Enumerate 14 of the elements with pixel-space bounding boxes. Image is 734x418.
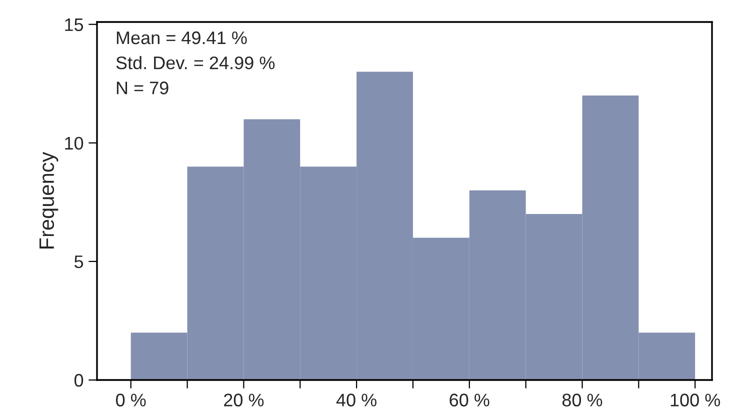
x-tick-label: 40 % xyxy=(336,394,376,406)
annotation: N = 79 xyxy=(116,82,168,94)
x-tick-label: 0 % xyxy=(116,394,146,406)
x-tick-label: 60 % xyxy=(450,394,490,406)
y-tick-label: 15 xyxy=(65,18,84,32)
y-tick-label: 0 xyxy=(74,374,84,387)
y-axis-title: Frequency xyxy=(40,152,58,248)
annotation: Std. Dev. = 24.99 % xyxy=(116,56,275,70)
y-tick-label: 5 xyxy=(74,256,84,268)
x-tick-label: 100 % xyxy=(670,394,720,406)
x-tick-label: 80 % xyxy=(562,394,602,406)
annotation: Mean = 49.41 % xyxy=(116,31,247,44)
y-tick-label: 10 xyxy=(65,136,84,150)
x-tick-label: 20 % xyxy=(224,394,264,406)
